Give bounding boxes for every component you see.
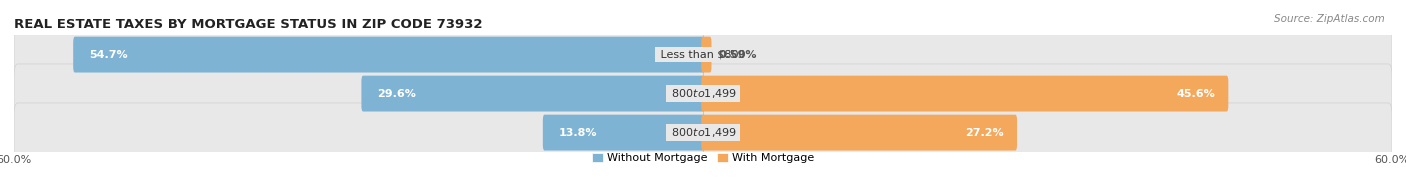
FancyBboxPatch shape: [702, 37, 711, 73]
Text: Less than $800: Less than $800: [657, 50, 749, 60]
FancyBboxPatch shape: [14, 64, 1392, 123]
FancyBboxPatch shape: [73, 37, 704, 73]
Text: 27.2%: 27.2%: [965, 128, 1004, 138]
FancyBboxPatch shape: [361, 76, 704, 112]
Text: 54.7%: 54.7%: [89, 50, 128, 60]
Text: Source: ZipAtlas.com: Source: ZipAtlas.com: [1274, 14, 1385, 24]
FancyBboxPatch shape: [14, 103, 1392, 162]
FancyBboxPatch shape: [702, 115, 1017, 151]
Text: 29.6%: 29.6%: [377, 89, 416, 99]
Text: 45.6%: 45.6%: [1177, 89, 1215, 99]
FancyBboxPatch shape: [543, 115, 704, 151]
Text: 13.8%: 13.8%: [558, 128, 596, 138]
Text: $800 to $1,499: $800 to $1,499: [668, 87, 738, 100]
Text: $800 to $1,499: $800 to $1,499: [668, 126, 738, 139]
Legend: Without Mortgage, With Mortgage: Without Mortgage, With Mortgage: [588, 148, 818, 168]
FancyBboxPatch shape: [702, 76, 1229, 112]
Text: 0.59%: 0.59%: [718, 50, 758, 60]
Text: REAL ESTATE TAXES BY MORTGAGE STATUS IN ZIP CODE 73932: REAL ESTATE TAXES BY MORTGAGE STATUS IN …: [14, 18, 482, 31]
FancyBboxPatch shape: [14, 25, 1392, 84]
